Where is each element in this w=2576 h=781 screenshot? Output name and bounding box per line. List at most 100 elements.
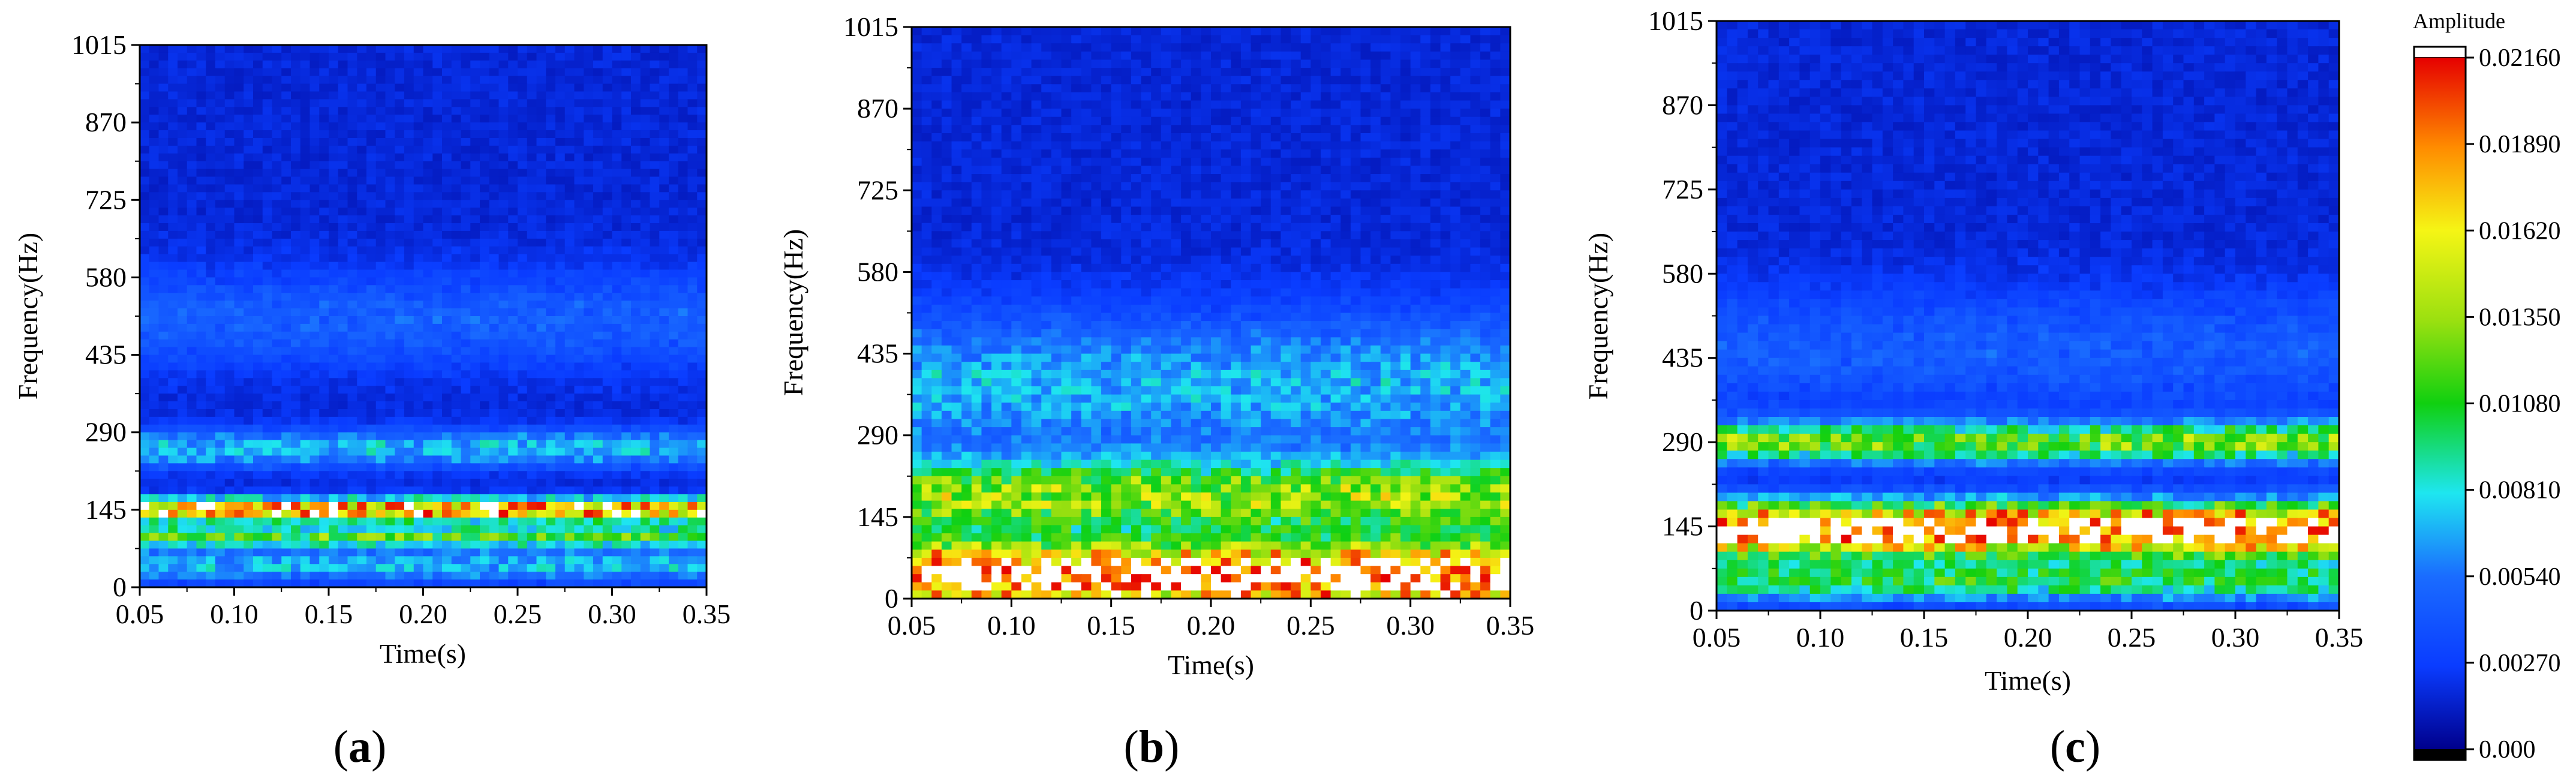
heatmap-cell (262, 122, 273, 131)
heatmap-cell (196, 76, 207, 85)
heatmap-cell (518, 277, 528, 286)
heatmap-cell (262, 215, 273, 224)
heatmap-cell (555, 463, 566, 472)
heatmap-cell (300, 52, 311, 61)
heatmap-cell (423, 122, 434, 131)
heatmap-cell (593, 83, 603, 92)
heatmap-cell (536, 208, 547, 216)
heatmap-cell (1430, 109, 1441, 118)
heatmap-cell (347, 137, 358, 146)
heatmap-cell (650, 447, 660, 456)
heatmap-cell (206, 455, 216, 464)
heatmap-cell (555, 316, 566, 325)
heatmap-cell (498, 323, 509, 332)
heatmap-cell (423, 370, 434, 379)
heatmap-cell (196, 378, 207, 387)
heatmap-cell (215, 447, 226, 456)
heatmap-cell (991, 116, 1002, 126)
heatmap-cell (602, 548, 613, 557)
heatmap-cell (187, 277, 197, 286)
heatmap-cell (244, 169, 254, 178)
heatmap-cell (1201, 109, 1212, 118)
heatmap-cell (1121, 84, 1132, 93)
heatmap-cell (536, 145, 547, 154)
heatmap-cell (981, 100, 992, 109)
heatmap-cell (224, 262, 235, 271)
heatmap-cell (593, 579, 603, 588)
heatmap-cell (385, 262, 396, 271)
heatmap-cell (981, 84, 992, 93)
heatmap-cell (432, 331, 443, 340)
heatmap-cell (347, 262, 358, 271)
heatmap-cell (224, 533, 235, 542)
heatmap-cell (527, 68, 537, 77)
heatmap-cell (357, 107, 367, 116)
heatmap-cell (1291, 109, 1301, 118)
heatmap-cell (470, 223, 480, 232)
heatmap-cell (300, 509, 311, 518)
heatmap-cell (659, 153, 669, 162)
heatmap-cell (187, 83, 197, 92)
heatmap-cell (602, 494, 613, 503)
heatmap-cell (329, 215, 339, 224)
heatmap-cell (375, 463, 386, 472)
heatmap-cell (206, 45, 216, 53)
heatmap-cell (941, 51, 952, 61)
heatmap-cell (262, 208, 273, 216)
heatmap-cell (413, 68, 424, 77)
heatmap-cell (1141, 43, 1152, 52)
heatmap-cell (631, 579, 641, 588)
heatmap-cell (1021, 35, 1032, 44)
heatmap-cell (272, 486, 282, 495)
heatmap-cell (244, 378, 254, 387)
heatmap-cell (461, 238, 471, 247)
heatmap-cell (1490, 116, 1501, 126)
heatmap-cell (687, 254, 698, 263)
heatmap-cell (678, 277, 689, 286)
heatmap-cell (196, 424, 207, 433)
heatmap-cell (650, 99, 660, 108)
heatmap-cell (158, 533, 169, 542)
heatmap-cell (1011, 76, 1022, 85)
heatmap-cell (631, 115, 641, 123)
heatmap-cell (196, 564, 207, 572)
heatmap-cell (669, 455, 679, 464)
heatmap-cell (631, 378, 641, 387)
heatmap-cell (262, 455, 273, 464)
heatmap-cell (584, 83, 594, 92)
heatmap-cell (385, 145, 396, 154)
heatmap-cell (489, 316, 500, 325)
heatmap-cell (470, 115, 480, 123)
heatmap-cell (158, 269, 169, 278)
heatmap-cell (366, 285, 377, 294)
heatmap-cell (432, 130, 443, 139)
heatmap-cell (395, 447, 405, 456)
heatmap-cell (621, 208, 632, 216)
heatmap-cell (432, 339, 443, 348)
heatmap-cell (546, 408, 556, 417)
heatmap-cell (508, 471, 518, 479)
heatmap-cell (555, 509, 566, 518)
heatmap-cell (612, 308, 623, 317)
heatmap-cell (442, 440, 452, 449)
heatmap-cell (178, 293, 188, 301)
heatmap-cell (921, 35, 933, 44)
heatmap-cell (536, 501, 547, 510)
heatmap-cell (1041, 92, 1052, 101)
heatmap-cell (518, 223, 528, 232)
heatmap-cell (961, 43, 972, 52)
heatmap-cell (574, 471, 585, 479)
heatmap-cell (158, 68, 169, 77)
heatmap-cell (631, 130, 641, 139)
heatmap-cell (272, 52, 282, 61)
heatmap-cell (347, 564, 358, 572)
heatmap-cell (912, 35, 922, 44)
heatmap-cell (234, 262, 245, 271)
heatmap-cell (395, 285, 405, 294)
heatmap-cell (196, 556, 207, 565)
heatmap-cell (215, 269, 226, 278)
heatmap-cell (912, 76, 922, 85)
heatmap-cell (385, 440, 396, 449)
heatmap-cell (413, 548, 424, 557)
heatmap-cell (319, 99, 329, 108)
